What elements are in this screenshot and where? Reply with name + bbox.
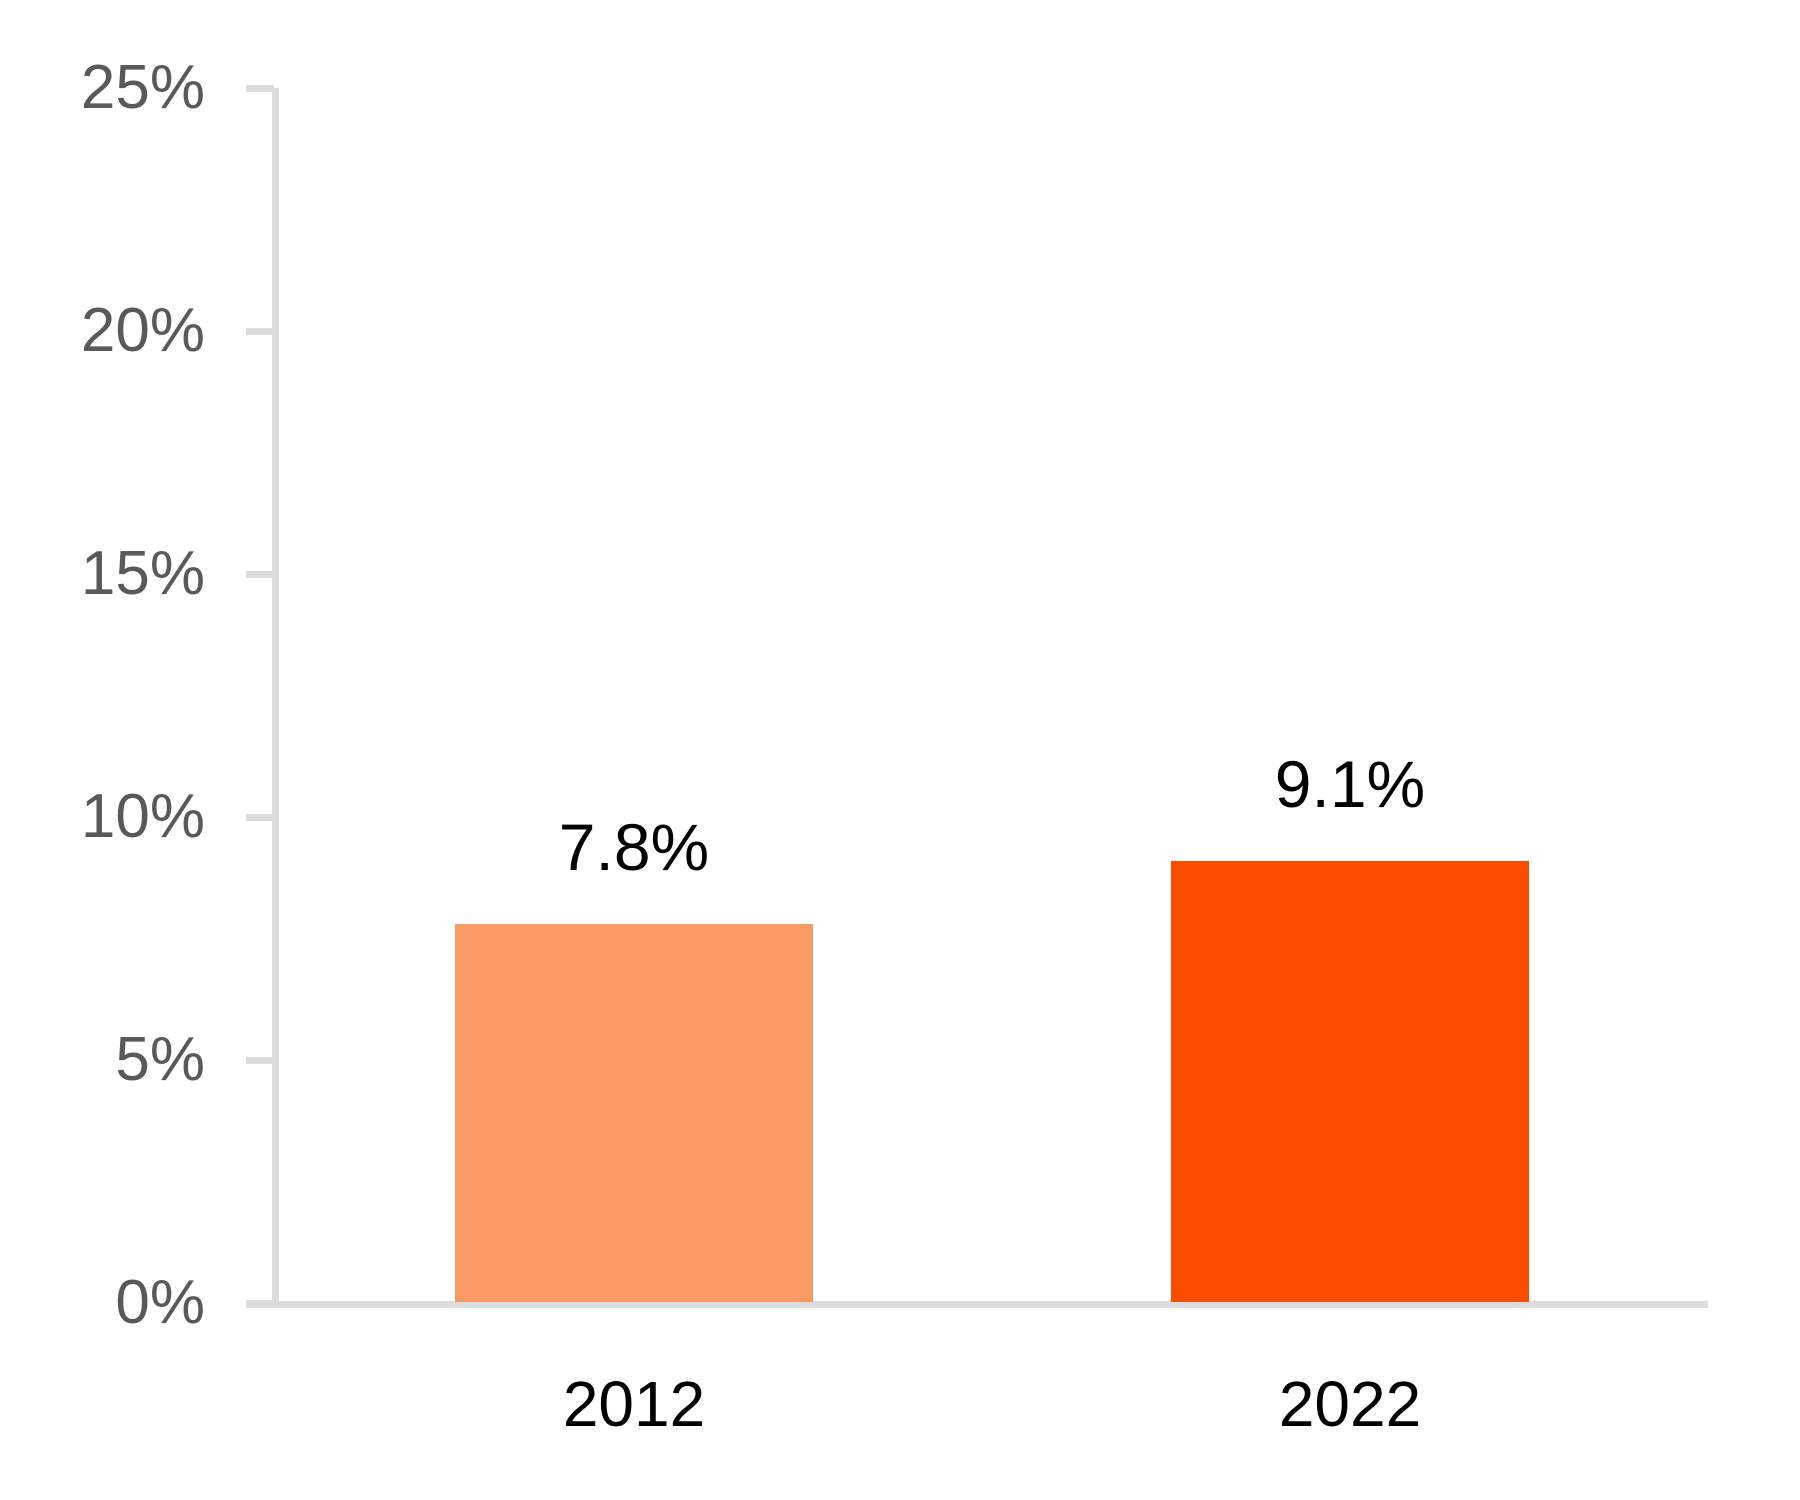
y-tick-label: 25% [80, 53, 205, 122]
y-tick-mark [246, 814, 274, 821]
y-tick-label: 20% [80, 296, 205, 365]
y-tick-mark [246, 571, 274, 578]
bar-2012 [455, 923, 813, 1302]
y-tick-mark [246, 85, 274, 92]
y-tick-label: 15% [80, 539, 205, 608]
x-axis-line [246, 1301, 1708, 1308]
bar-value-label: 9.1% [1274, 746, 1426, 821]
bar-value-label: 7.8% [558, 809, 710, 884]
y-tick-mark [246, 1300, 274, 1307]
y-tick-mark [246, 328, 274, 335]
y-axis-line [272, 88, 279, 1304]
y-tick-label: 0% [115, 1268, 205, 1337]
y-tick-label: 10% [80, 782, 205, 851]
x-tick-label: 2022 [1278, 1368, 1422, 1440]
y-tick-mark [246, 1057, 274, 1064]
x-tick-label: 2012 [562, 1368, 706, 1440]
bar-2022 [1171, 860, 1529, 1302]
y-tick-label: 5% [115, 1025, 205, 1094]
